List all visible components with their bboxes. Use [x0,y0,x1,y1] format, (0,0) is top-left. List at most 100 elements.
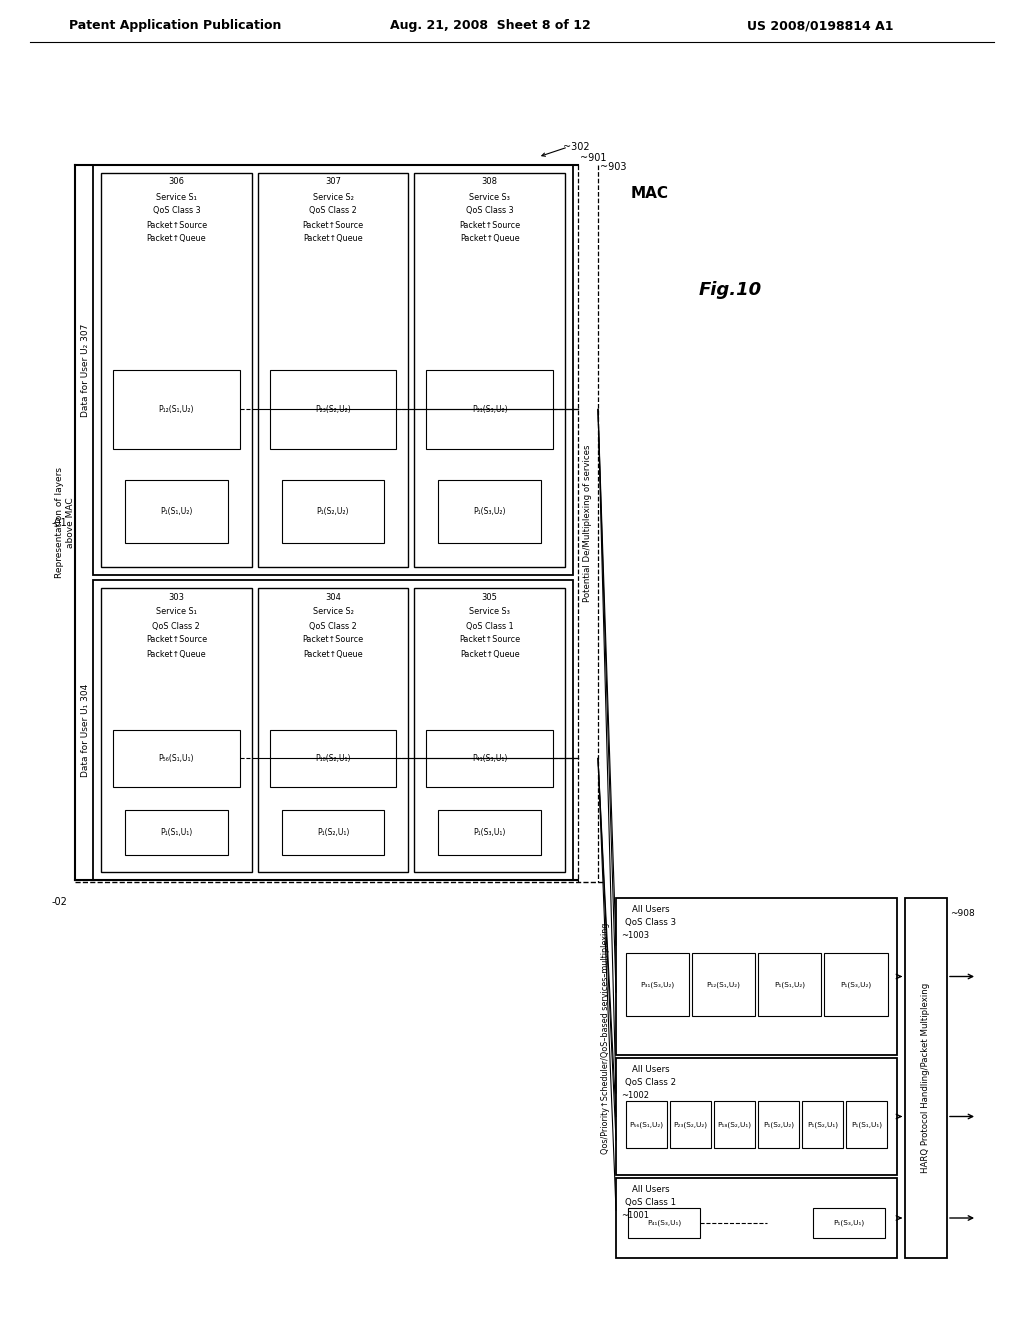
Text: Packet↑Queue: Packet↑Queue [460,235,519,243]
Text: P₂₃(S₂,U₂): P₂₃(S₂,U₂) [315,405,351,414]
Text: Packet↑Source: Packet↑Source [459,220,520,230]
Text: P₂₃(S₂,U₂): P₂₃(S₂,U₂) [673,1121,708,1127]
Text: ~908: ~908 [950,908,975,917]
Text: Packet↑Queue: Packet↑Queue [303,235,362,243]
Bar [670,1101,711,1148]
Text: Packet↑Queue: Packet↑Queue [146,235,206,243]
Text: ~302: ~302 [562,143,590,152]
Bar [758,1101,799,1148]
Text: Service S₁: Service S₁ [156,193,197,202]
Text: Packet↑Queue: Packet↑Queue [460,649,519,659]
Text: ~1001: ~1001 [621,1212,649,1221]
Text: P₁₈(S₂,U₁): P₁₈(S₂,U₁) [718,1121,752,1127]
Text: Patent Application Publication: Patent Application Publication [69,20,282,33]
Text: 305: 305 [481,593,498,602]
Text: P₁(S₂,U₁): P₁(S₂,U₁) [316,828,349,837]
Bar [438,809,541,855]
Bar [125,480,227,544]
Text: P₅₆(S₁,U₁): P₅₆(S₁,U₁) [159,754,195,763]
Text: Service S₁: Service S₁ [156,607,197,616]
Text: HARQ Protocol Handling/Packet Multiplexing: HARQ Protocol Handling/Packet Multiplexi… [922,983,931,1173]
Text: Packet↑Queue: Packet↑Queue [303,649,362,659]
Text: -01: -01 [51,517,67,528]
Text: Service S₃: Service S₃ [469,607,510,616]
Bar [258,587,409,873]
Bar [282,809,384,855]
Bar [813,1208,885,1238]
Bar [258,173,409,568]
Text: ~901: ~901 [580,153,606,162]
Bar [125,809,227,855]
Text: 308: 308 [481,177,498,186]
Text: P₃₁(S₃,U₂): P₃₁(S₃,U₂) [640,981,674,987]
Text: US 2008/0198814 A1: US 2008/0198814 A1 [746,20,893,33]
Text: Data for User U₁ 304: Data for User U₁ 304 [82,684,90,776]
Bar [628,1208,700,1238]
Text: Qos/Priority↑Scheduler/QoS–based services–multiplexing: Qos/Priority↑Scheduler/QoS–based service… [601,923,610,1154]
Text: QoS Class 2: QoS Class 2 [309,622,357,631]
Text: All Users: All Users [632,906,670,915]
Text: ~1002: ~1002 [621,1092,649,1101]
Bar [113,370,240,449]
Text: QoS Class 2: QoS Class 2 [309,206,357,215]
Text: P₁(S₃,U₂): P₁(S₃,U₂) [473,507,506,516]
Bar [426,370,553,449]
Bar [692,953,755,1016]
Bar [426,730,553,787]
Text: QoS Class 3: QoS Class 3 [466,206,513,215]
Text: P₁(S₁,U₁): P₁(S₁,U₁) [160,828,193,837]
Bar [616,1177,897,1258]
Text: P₁₈(S₂,U₁): P₁₈(S₂,U₁) [315,754,351,763]
Text: QoS Class 2: QoS Class 2 [626,1077,677,1086]
Bar [626,1101,667,1148]
Text: Service S₃: Service S₃ [469,193,510,202]
Text: P₁(S₃,U₂): P₁(S₃,U₂) [841,981,871,987]
Text: Data for User U₂ 307: Data for User U₂ 307 [82,323,90,417]
Text: Service S₂: Service S₂ [312,193,353,202]
Text: P₁(S₂,U₂): P₁(S₂,U₂) [763,1121,795,1127]
Text: 306: 306 [168,177,184,186]
Bar [282,480,384,544]
Bar [824,953,888,1016]
Bar [905,898,947,1258]
Bar [438,480,541,544]
Text: P₄₁(S₃,U₁): P₄₁(S₃,U₁) [472,754,507,763]
Bar [101,587,252,873]
Text: P₃₁(S₃,U₂): P₃₁(S₃,U₂) [472,405,508,414]
Text: QoS Class 3: QoS Class 3 [153,206,200,215]
Bar [626,953,689,1016]
Bar [616,898,897,1055]
Text: Packet↑Source: Packet↑Source [145,220,207,230]
Text: P₁₂(S₁,U₂): P₁₂(S₁,U₂) [707,981,740,987]
Bar [101,173,252,568]
Text: P₁(S₃,U₁): P₁(S₃,U₁) [834,1220,864,1226]
Text: P₁(S₂,U₂): P₁(S₂,U₂) [316,507,349,516]
Text: Packet↑Source: Packet↑Source [302,635,364,644]
Bar [113,730,240,787]
Text: QoS Class 1: QoS Class 1 [626,1197,677,1206]
Bar [93,165,573,576]
Bar [802,1101,844,1148]
Text: Packet↑Queue: Packet↑Queue [146,649,206,659]
Bar [415,173,565,568]
Bar [616,1059,897,1175]
Text: 304: 304 [325,593,341,602]
Bar [269,730,396,787]
Text: P₁(S₁,U₂): P₁(S₁,U₂) [774,981,805,987]
Text: P₁(S₂,U₁): P₁(S₂,U₁) [807,1121,839,1127]
Text: P₅₆(S₁,U₂): P₅₆(S₁,U₂) [629,1121,664,1127]
Text: QoS Class 3: QoS Class 3 [626,917,677,927]
Text: Fig.10: Fig.10 [698,281,762,300]
Text: P₄₁(S₃,U₁): P₄₁(S₃,U₁) [647,1220,681,1226]
Text: Packet↑Source: Packet↑Source [302,220,364,230]
Text: P₁(S₁,U₁): P₁(S₁,U₁) [851,1121,883,1127]
Text: Packet↑Source: Packet↑Source [145,635,207,644]
Text: Aug. 21, 2008  Sheet 8 of 12: Aug. 21, 2008 Sheet 8 of 12 [389,20,591,33]
Bar [415,587,565,873]
Bar [846,1101,888,1148]
Text: Potential De/Multiplexing of services: Potential De/Multiplexing of services [584,445,593,602]
Text: All Users: All Users [632,1185,670,1195]
Text: Service S₂: Service S₂ [312,607,353,616]
Text: 307: 307 [325,177,341,186]
Text: P₁₂(S₁,U₂): P₁₂(S₁,U₂) [159,405,195,414]
